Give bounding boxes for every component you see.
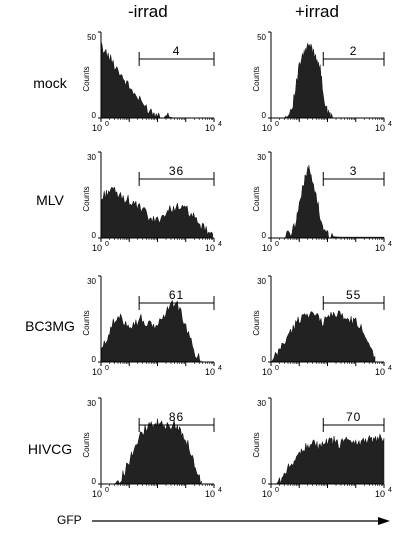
x-tick-exponent: 4	[388, 241, 392, 248]
y-tick-label: 0	[262, 355, 267, 364]
y-tick-label: 30	[87, 153, 96, 162]
y-tick-label: 0	[92, 355, 97, 364]
x-tick-exponent: 4	[218, 121, 222, 128]
counts-axis-label: Counts	[82, 186, 91, 211]
row-label-mock: mock	[33, 75, 67, 91]
counts-axis-label: Counts	[252, 310, 261, 335]
x-tick-label: 10	[375, 123, 385, 133]
x-tick-label: 10	[375, 489, 385, 499]
y-tick-label: 0	[92, 477, 97, 486]
x-tick-label: 10	[205, 489, 215, 499]
x-tick-label: 10	[205, 123, 215, 133]
gate-percent-label: 86	[169, 410, 184, 424]
x-tick-exponent: 4	[218, 365, 222, 372]
y-tick-label: 30	[87, 277, 96, 286]
histogram-area	[100, 186, 213, 239]
gate-percent-label: 55	[346, 288, 361, 302]
x-tick-label: 10	[262, 489, 272, 499]
y-tick-label: 50	[87, 33, 96, 42]
x-tick-label: 10	[262, 123, 272, 133]
x-tick-exponent: 0	[105, 487, 109, 494]
histogram-area	[114, 418, 202, 485]
x-tick-exponent: 0	[105, 241, 109, 248]
x-tick-label: 10	[205, 367, 215, 377]
y-tick-label: 0	[262, 231, 267, 240]
x-tick-exponent: 0	[105, 365, 109, 372]
y-tick-label: 0	[262, 477, 267, 486]
histogram-area	[284, 164, 385, 239]
x-tick-exponent: 4	[218, 241, 222, 248]
x-tick-exponent: 0	[275, 365, 279, 372]
y-tick-label: 30	[257, 153, 266, 162]
x-tick-label: 10	[92, 243, 102, 253]
x-tick-label: 10	[92, 489, 102, 499]
x-tick-exponent: 4	[388, 487, 392, 494]
x-tick-label: 10	[205, 243, 215, 253]
row-label-hivcg: HIVCG	[27, 441, 73, 457]
row-label-mlv: MLV	[36, 192, 64, 208]
row-label-bc3mg: BC3MG	[25, 318, 75, 334]
counts-axis-label: Counts	[252, 66, 261, 91]
x-tick-exponent: 0	[275, 241, 279, 248]
x-tick-exponent: 4	[388, 121, 392, 128]
y-tick-label: 30	[257, 399, 266, 408]
y-tick-label: 30	[257, 277, 266, 286]
x-tick-label: 10	[375, 367, 385, 377]
counts-axis-label: Counts	[82, 432, 91, 457]
gate-percent-label: 3	[350, 164, 358, 178]
y-tick-label: 0	[92, 111, 97, 120]
gate-percent-label: 2	[350, 44, 358, 58]
gate-percent-label: 4	[173, 44, 181, 58]
x-tick-label: 10	[92, 123, 102, 133]
x-tick-label: 10	[375, 243, 385, 253]
histogram-area	[270, 310, 376, 363]
x-tick-exponent: 4	[218, 487, 222, 494]
x-tick-exponent: 0	[275, 487, 279, 494]
y-tick-label: 50	[257, 33, 266, 42]
counts-axis-label: Counts	[252, 432, 261, 457]
counts-axis-label: Counts	[82, 310, 91, 335]
x-tick-exponent: 4	[388, 365, 392, 372]
histogram-area	[100, 41, 175, 119]
x-tick-label: 10	[262, 367, 272, 377]
histogram-area	[284, 43, 335, 119]
counts-axis-label: Counts	[82, 66, 91, 91]
x-tick-exponent: 0	[275, 121, 279, 128]
column-header-minus-irrad: -irrad	[128, 2, 168, 21]
y-tick-label: 0	[92, 231, 97, 240]
gate-percent-label: 70	[346, 410, 361, 424]
gate-percent-label: 61	[169, 288, 184, 302]
x-tick-label: 10	[92, 367, 102, 377]
x-tick-label: 10	[262, 243, 272, 253]
x-tick-exponent: 0	[105, 121, 109, 128]
counts-axis-label: Counts	[252, 186, 261, 211]
y-tick-label: 0	[262, 111, 267, 120]
histogram-area	[100, 299, 202, 363]
column-header-plus-irrad: +irrad	[295, 2, 339, 21]
histogram-area	[275, 433, 385, 485]
gfp-axis-label: GFP	[57, 513, 82, 527]
y-tick-label: 30	[87, 399, 96, 408]
gate-percent-label: 36	[169, 164, 184, 178]
